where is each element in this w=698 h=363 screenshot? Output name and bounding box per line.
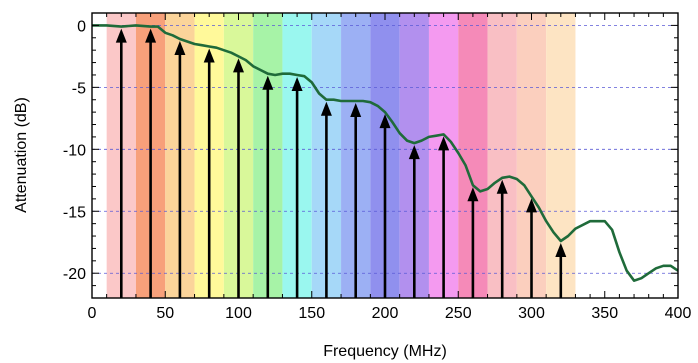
arrow-head (555, 243, 567, 257)
arrow (174, 41, 186, 298)
arrow-head (350, 102, 362, 117)
arrow-head (115, 28, 127, 43)
arrow (408, 145, 420, 298)
axis-ticks (91, 12, 679, 299)
y-axis-title: Attenuation (dB) (13, 97, 30, 213)
x-tick-label: 150 (298, 305, 325, 322)
arrow-head (262, 75, 274, 90)
arrow (262, 75, 274, 298)
y-tick-label: 0 (77, 18, 86, 35)
arrow (379, 114, 391, 298)
arrow-head (379, 114, 391, 129)
arrow (467, 187, 479, 298)
x-tick-label: 350 (591, 305, 618, 322)
y-tick-label: -5 (72, 80, 86, 97)
arrow (526, 198, 537, 298)
arrow (115, 28, 127, 298)
arrow-head (203, 48, 215, 63)
arrow (555, 243, 567, 298)
arrow (203, 48, 215, 298)
x-tick-label: 250 (445, 305, 472, 322)
arrow (320, 101, 332, 298)
arrow-head (438, 136, 450, 151)
series-group (92, 24, 679, 282)
arrow-head (526, 198, 537, 213)
arrow-head (408, 145, 420, 160)
arrow-head (467, 187, 479, 202)
y-tick-label: -20 (63, 266, 86, 283)
color-bands (106, 13, 576, 298)
arrow (145, 28, 157, 298)
arrow-head (233, 58, 244, 73)
arrow (233, 58, 244, 298)
grid-lines (92, 24, 678, 274)
arrow-head (291, 76, 303, 91)
tick-labels: 0 50 100 150 200 250 300 350 400 0 -5 -10 -15 -20 (63, 18, 692, 322)
arrow (291, 76, 303, 298)
x-tick-label: 200 (372, 305, 399, 322)
x-tick-label: 0 (88, 305, 97, 322)
arrow (350, 102, 362, 298)
arrow-head (320, 101, 332, 116)
arrow-head (496, 179, 508, 194)
x-axis-title: Frequency (MHz) (323, 343, 447, 360)
x-tick-label: 100 (225, 305, 252, 322)
x-tick-label: 300 (518, 305, 545, 322)
y-tick-label: -15 (63, 204, 86, 221)
x-tick-label: 400 (665, 305, 692, 322)
arrow (496, 179, 508, 298)
arrow (438, 136, 450, 298)
arrow-head (145, 28, 157, 43)
attenuation-line (92, 24, 679, 282)
arrow-head (174, 41, 186, 56)
y-tick-label: -10 (63, 142, 86, 159)
arrows (115, 28, 567, 298)
x-tick-label: 50 (156, 305, 174, 322)
